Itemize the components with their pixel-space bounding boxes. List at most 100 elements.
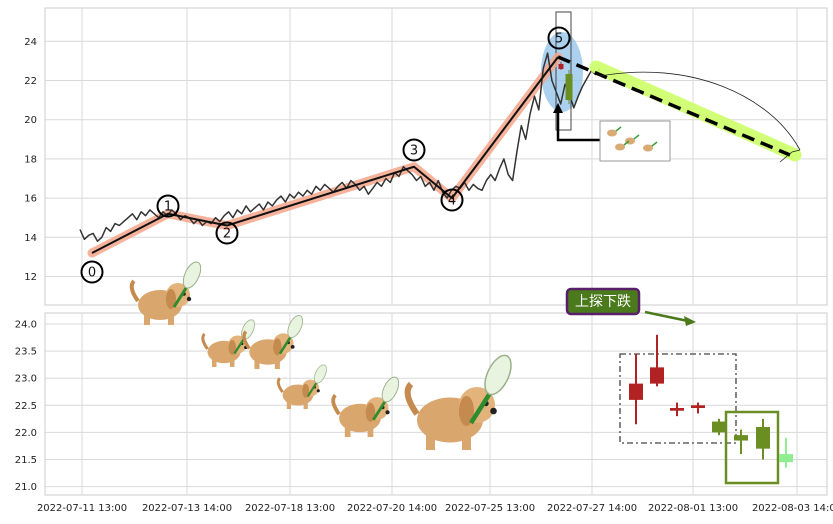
wave-point-label: 5	[555, 32, 563, 47]
thumbnail-puppy-icon	[615, 143, 625, 151]
callout-arrowhead	[684, 316, 696, 326]
callout-box	[565, 287, 641, 316]
callout-arrow	[644, 310, 689, 323]
candle-panel: 上探下跌	[565, 287, 793, 485]
puppy-leg	[367, 427, 374, 437]
wave-point-label: 1	[164, 200, 172, 215]
wave-point-circle	[80, 260, 104, 284]
candle-group-box-2	[724, 410, 780, 485]
thumbnail-arrowhead	[553, 103, 563, 113]
swatter-head	[484, 354, 512, 396]
puppy-icon	[242, 315, 303, 369]
x-tick-label: 2022-07-20 14:00	[347, 503, 437, 514]
puppy-leg	[286, 402, 291, 409]
candle-body	[629, 383, 643, 400]
top-y-tick-label: 18	[24, 154, 37, 165]
forecast-band	[589, 60, 802, 162]
wave-point-label: 0	[88, 266, 96, 281]
puppy-ear	[228, 340, 236, 355]
swatter-head	[313, 364, 327, 384]
swatter-head	[381, 376, 400, 403]
puppy-leg	[344, 427, 351, 437]
thumbnail-swatter-icon	[651, 141, 658, 147]
puppy-nose	[186, 296, 192, 302]
x-tick-label: 2022-08-01 13:00	[648, 503, 738, 514]
peak-candle-down	[558, 64, 564, 69]
thumbnail-swatter-icon	[623, 140, 630, 146]
wave-line	[91, 56, 559, 254]
price-panel: 0 1 2 3 4 5	[79, 11, 802, 284]
top-y-tick-label: 14	[24, 233, 37, 244]
x-tick-label: 2022-07-11 13:00	[37, 503, 127, 514]
puppy-icon	[331, 376, 400, 437]
puppy-icon	[404, 354, 512, 450]
swatter-handle	[372, 398, 388, 421]
puppy-nose	[385, 410, 390, 415]
thumbnail-arrow	[556, 110, 600, 142]
wave-point-label: 2	[223, 227, 231, 242]
puppy-decorations	[129, 261, 512, 450]
bottom-y-tick-label: 21.0	[15, 482, 37, 493]
puppy-icon	[129, 261, 202, 325]
wave-point-label: 3	[410, 144, 418, 159]
top-y-tick-label: 22	[24, 76, 37, 87]
puppy-icon	[201, 319, 255, 367]
puppy-leg	[426, 435, 435, 450]
thumbnail-puppy-icon	[607, 129, 617, 137]
wave-point-circle	[156, 194, 180, 218]
x-tick-label: 2022-07-13 14:00	[142, 503, 232, 514]
forecast-arc	[599, 71, 801, 151]
wave-point-circle	[547, 26, 571, 50]
top-y-tick-label: 20	[24, 115, 37, 126]
puppy-nose	[316, 389, 320, 393]
candle-body	[734, 435, 748, 441]
wave-point-circle	[215, 221, 239, 245]
bottom-y-tick-label: 23.5	[15, 347, 37, 358]
top-panel-frame	[44, 7, 828, 306]
candle-body	[779, 454, 793, 463]
puppy-leg	[212, 359, 217, 367]
wave-point-circle	[440, 188, 464, 212]
peak-highlight-box	[555, 11, 572, 131]
forecast-dashed-line	[557, 55, 791, 157]
puppy-icon	[276, 364, 327, 409]
candle-group-box-1	[619, 353, 737, 444]
puppy-leg	[230, 359, 235, 367]
thumbnail-swatter-icon	[633, 134, 640, 140]
callout-text: 上探下跌	[575, 294, 631, 310]
top-y-tick-label: 12	[24, 272, 37, 283]
swatter-handle	[172, 284, 190, 308]
puppy-ear	[302, 383, 310, 398]
puppy-tail	[276, 377, 284, 394]
bottom-y-tick-label: 22.5	[15, 401, 37, 412]
x-tick-label: 2022-07-25 13:00	[445, 503, 535, 514]
puppy-nose	[490, 407, 497, 415]
candle-body	[756, 426, 770, 449]
swatter-head	[287, 315, 303, 338]
x-tick-label: 2022-08-03 14:00	[752, 503, 833, 514]
puppy-ear	[459, 396, 474, 426]
swatter-handle	[306, 380, 319, 397]
x-tick-label: 2022-07-18 13:00	[245, 503, 335, 514]
top-y-tick-labels: 12 14 16 18 20 22 24	[24, 37, 37, 283]
swatter-handle	[278, 334, 293, 355]
x-tick-label: 2022-07-27 14:00	[547, 503, 637, 514]
top-gridlines	[45, 8, 827, 305]
candle-body	[712, 421, 726, 433]
swatter-head	[182, 261, 202, 289]
swatter-handle	[469, 388, 494, 425]
puppy-tail	[404, 381, 420, 416]
puppy-ear	[273, 338, 282, 356]
thumbnail-swatter-icon	[615, 126, 622, 132]
thumbnail-puppy-icon	[643, 144, 653, 152]
top-y-tick-label: 16	[24, 194, 37, 205]
puppy-leg	[274, 360, 280, 369]
puppy-tail	[201, 332, 209, 350]
bottom-y-tick-label: 24.0	[15, 320, 37, 331]
puppy-leg	[303, 402, 308, 409]
bottom-y-tick-label: 21.5	[15, 455, 37, 466]
puppy-ear	[365, 402, 376, 422]
puppy-tail	[331, 393, 341, 416]
